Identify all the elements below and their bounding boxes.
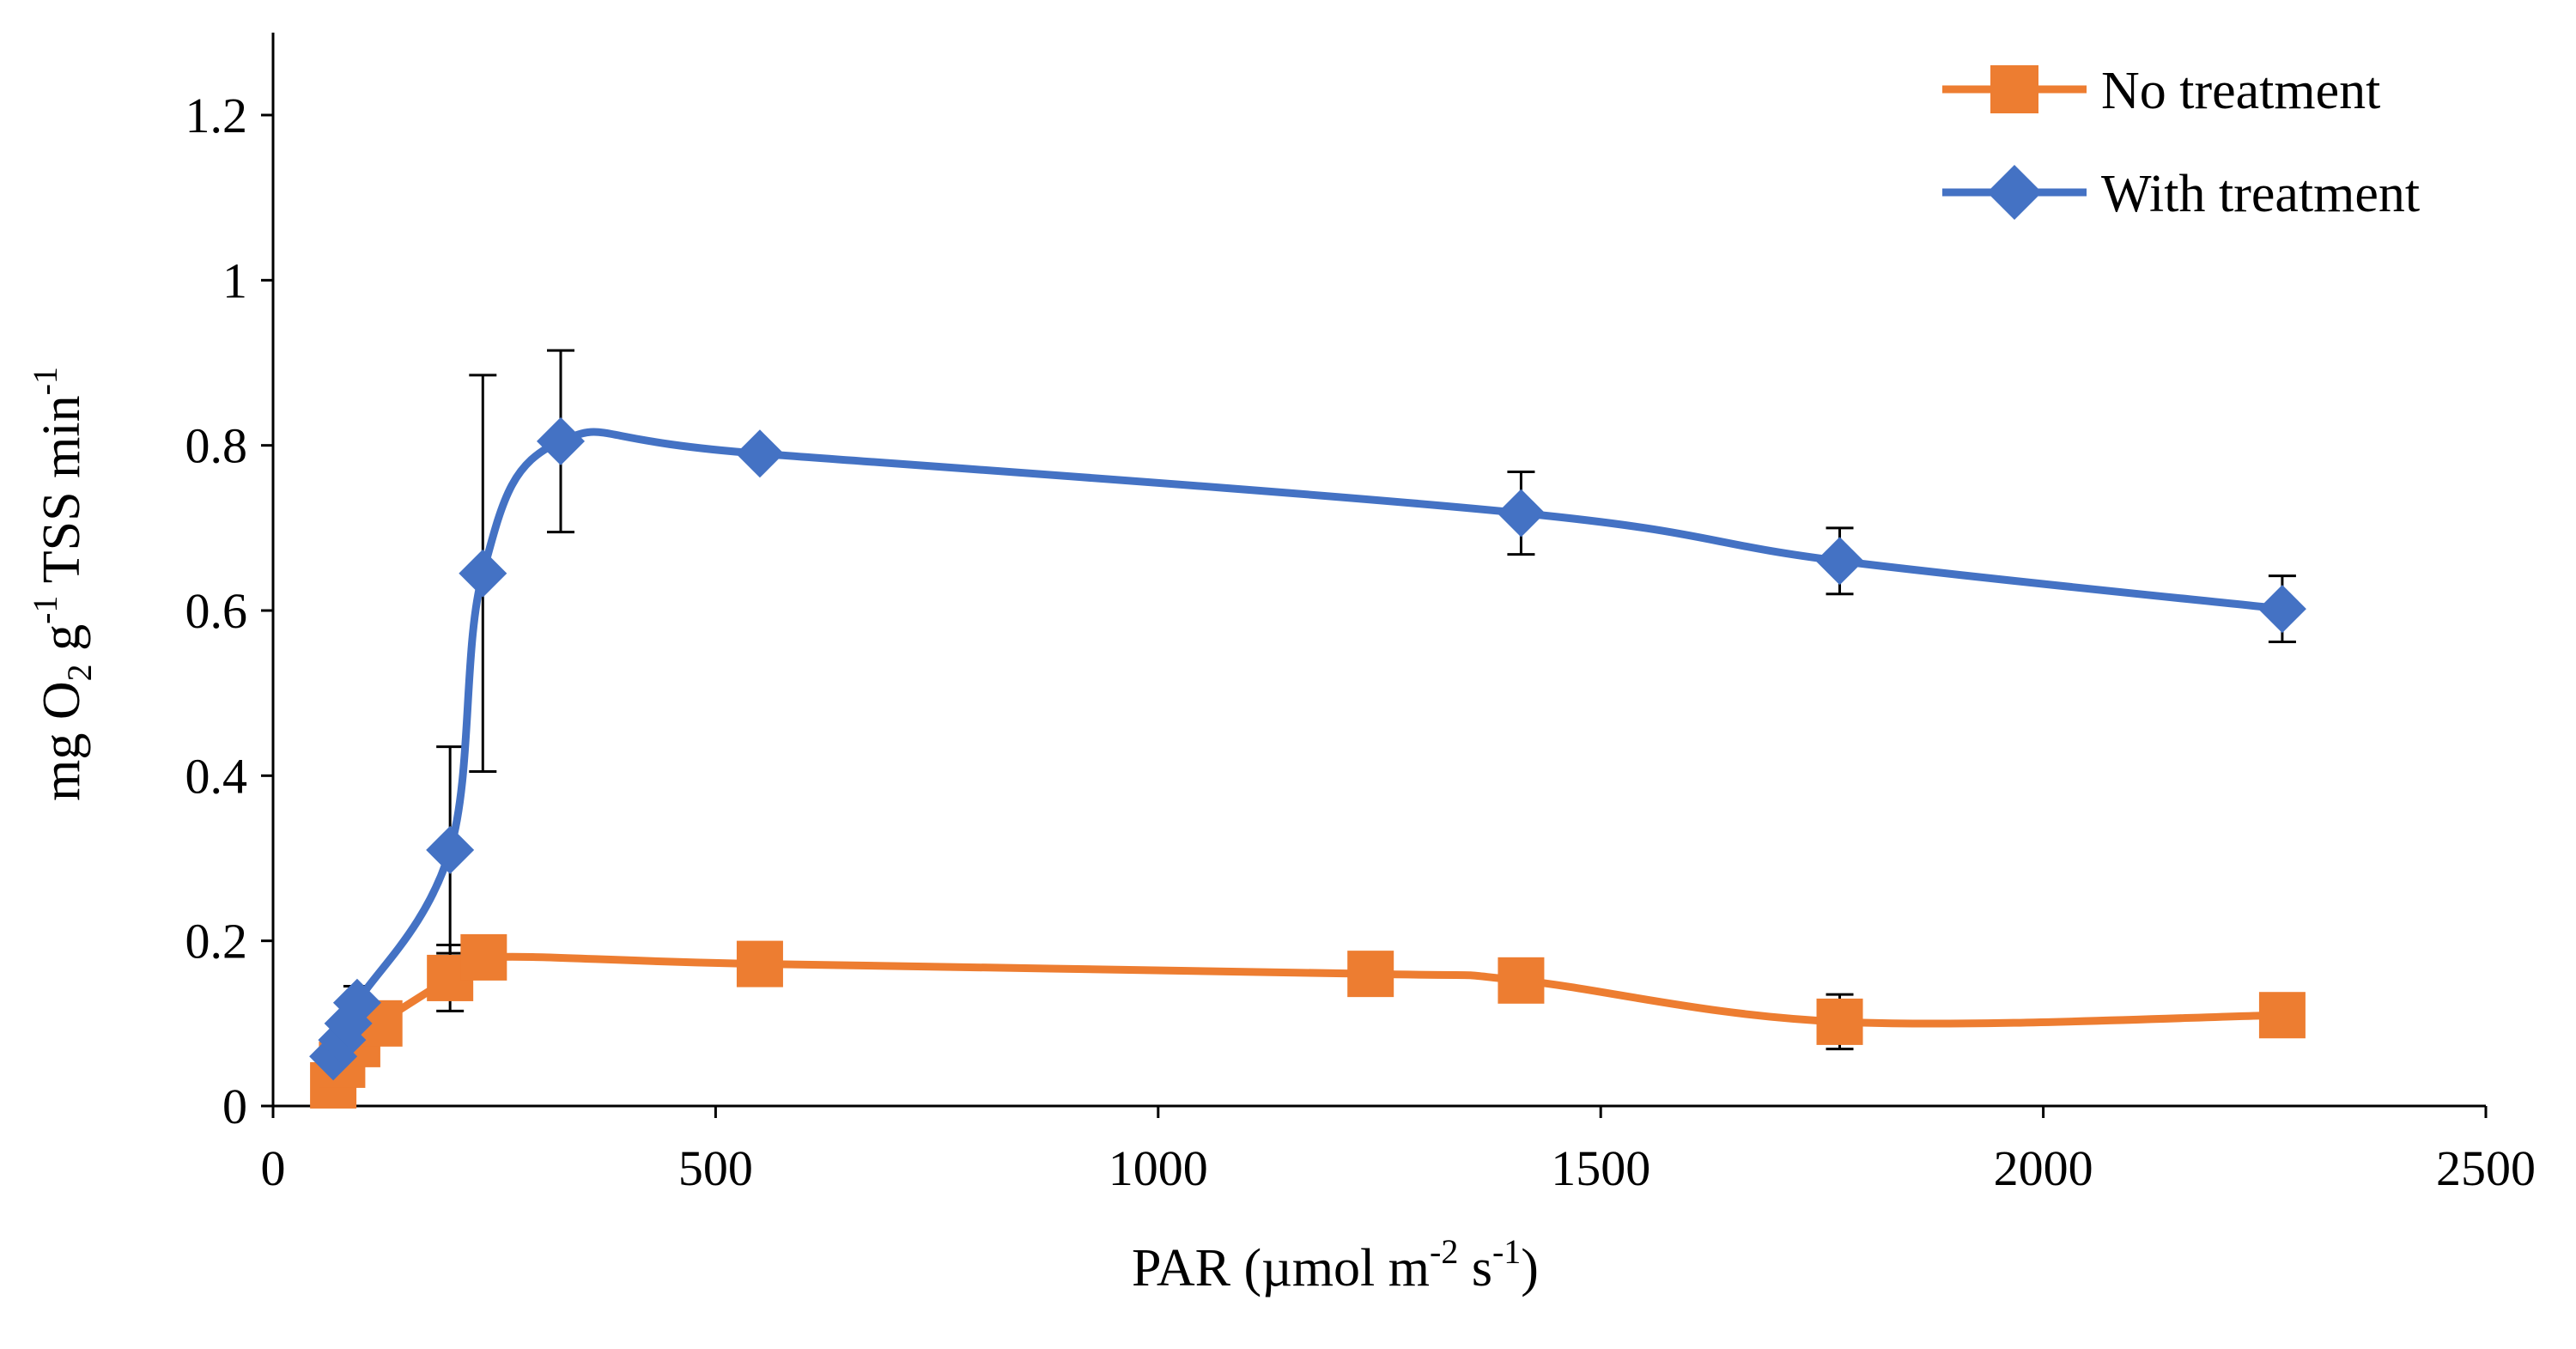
x-tick-label: 1500 — [1551, 1140, 1650, 1196]
diamond-marker-icon — [1987, 165, 2042, 220]
data-point-with-treatment — [1497, 489, 1546, 538]
y-axis-ticks: 0 0.2 0.4 0.6 0.8 1 1.2 — [185, 88, 273, 1134]
legend: No treatment With treatment — [1942, 62, 2420, 223]
y-tick-label: 0.4 — [185, 748, 248, 804]
markers-with-treatment — [309, 416, 2306, 1081]
y-axis-title: mg O2 g-1 TSS min-1 — [26, 367, 99, 801]
legend-item-no-treatment: No treatment — [1942, 62, 2380, 120]
x-tick-label: 500 — [678, 1140, 753, 1196]
data-point-no-treatment — [460, 933, 507, 981]
legend-label-no-treatment: No treatment — [2101, 62, 2380, 120]
data-point-with-treatment — [2257, 585, 2306, 634]
data-point-with-treatment — [537, 416, 586, 465]
data-point-no-treatment — [1816, 998, 1863, 1045]
x-axis-title: PAR (µmol m-2 s-1) — [1132, 1232, 1539, 1297]
legend-label-with-treatment: With treatment — [2101, 165, 2420, 223]
legend-item-with-treatment: With treatment — [1942, 165, 2420, 223]
y-tick-label: 0 — [222, 1079, 247, 1134]
x-tick-label: 2000 — [1994, 1140, 2093, 1196]
data-point-with-treatment — [332, 978, 381, 1027]
square-marker-icon — [1990, 65, 2038, 113]
data-point-with-treatment — [735, 429, 784, 478]
x-tick-label: 2500 — [2436, 1140, 2536, 1196]
y-tick-label: 0.6 — [185, 583, 248, 639]
data-point-with-treatment — [426, 825, 475, 874]
errorbars-with-treatment — [343, 349, 2296, 1021]
data-point-with-treatment — [459, 549, 507, 598]
y-tick-label: 1.2 — [185, 88, 248, 143]
x-tick-label: 0 — [261, 1140, 286, 1196]
y-tick-label: 0.2 — [185, 914, 248, 969]
data-point-no-treatment — [736, 940, 783, 987]
data-point-no-treatment — [1347, 951, 1394, 998]
y-tick-label: 0.8 — [185, 418, 248, 474]
data-point-no-treatment — [1498, 957, 1545, 1004]
series-layer — [309, 349, 2306, 1109]
x-tick-label: 1000 — [1109, 1140, 1208, 1196]
data-point-no-treatment — [2258, 992, 2306, 1039]
y-tick-label: 1 — [222, 252, 247, 308]
series-line-no-treatment — [329, 952, 2287, 1090]
x-axis-ticks: 0 500 1000 1500 2000 2500 — [261, 1106, 2536, 1196]
data-point-with-treatment — [1815, 537, 1864, 586]
